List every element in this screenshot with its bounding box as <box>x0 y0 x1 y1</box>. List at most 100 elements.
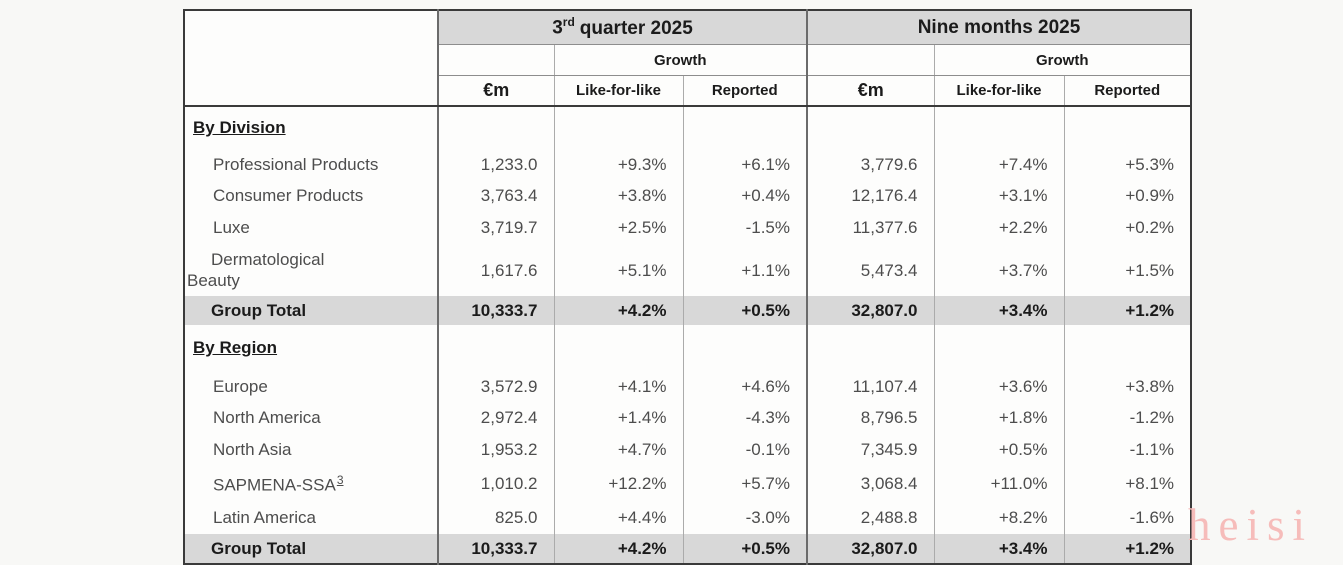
value-cell: -1.6% <box>1063 501 1192 534</box>
row-label: North America <box>213 407 321 427</box>
value-cell: 1,233.0 <box>437 149 554 180</box>
value-cell: +0.2% <box>1063 211 1192 245</box>
value-cell: +12.2% <box>553 467 683 501</box>
value-cell: 3,572.9 <box>437 371 554 402</box>
value-cell: +4.1% <box>553 371 683 402</box>
value-cell: 3,763.4 <box>437 180 554 211</box>
value-cell: 10,333.7 <box>437 534 554 564</box>
table-row-dermatological-beauty: Dermatological Beauty 1,617.6 +5.1% +1.1… <box>184 245 1192 296</box>
value-cell: +8.1% <box>1063 467 1192 501</box>
value-cell: +9.3% <box>553 149 683 180</box>
value-cell: 5,473.4 <box>806 245 934 296</box>
value-cell: +1.2% <box>1063 534 1192 564</box>
value-cell: +0.5% <box>933 433 1064 467</box>
value-cell: +5.3% <box>1063 149 1192 180</box>
value-cell: +1.1% <box>682 245 807 296</box>
value-cell: +2.5% <box>553 211 683 245</box>
value-cell: 1,953.2 <box>437 433 554 467</box>
value-cell: +7.4% <box>933 149 1064 180</box>
division-group-total-row: Group Total 10,333.7 +4.2% +0.5% 32,807.… <box>184 296 1192 325</box>
by-division-label: By Division <box>193 118 286 137</box>
value-cell: +0.5% <box>682 534 807 564</box>
value-cell: 3,779.6 <box>806 149 934 180</box>
value-cell: +3.8% <box>1063 371 1192 402</box>
value-cell: +3.8% <box>553 180 683 211</box>
q3-reported-header: Reported <box>682 75 807 107</box>
nine-months-period-header: Nine months 2025 <box>805 10 1192 45</box>
row-label: North Asia <box>213 440 292 459</box>
nm-em-header: €m <box>806 75 934 107</box>
row-label: Luxe <box>213 218 250 237</box>
q3-title-rest: quarter 2025 <box>579 17 693 39</box>
value-cell: 3,719.7 <box>437 211 554 245</box>
row-label: Europe <box>213 376 268 396</box>
corner-cell <box>184 10 439 107</box>
row-label-line2: Beauty <box>187 271 240 290</box>
value-cell: -1.1% <box>1063 433 1192 467</box>
value-cell: 7,345.9 <box>806 433 934 467</box>
table-row-luxe: Luxe 3,719.7 +2.5% -1.5% 11,377.6 +2.2% … <box>184 211 1192 245</box>
value-cell: -0.1% <box>682 433 807 467</box>
q3-title-num: 3 <box>552 17 563 39</box>
value-cell: +1.2% <box>1063 296 1192 325</box>
value-cell: +1.5% <box>1063 245 1192 296</box>
table-row-europe: Europe 3,572.9 +4.1% +4.6% 11,107.4 +3.6… <box>184 371 1192 402</box>
value-cell: 10,333.7 <box>437 296 554 325</box>
value-cell: +8.2% <box>933 501 1064 534</box>
nm-lfl-header: Like-for-like <box>933 75 1064 107</box>
value-cell: +4.2% <box>553 296 683 325</box>
value-cell: -1.2% <box>1063 402 1192 433</box>
table-row-professional-products: Professional Products 1,233.0 +9.3% +6.1… <box>184 149 1192 180</box>
value-cell: 11,107.4 <box>806 371 934 402</box>
value-cell: +0.9% <box>1063 180 1192 211</box>
value-cell: -4.3% <box>682 402 807 433</box>
q3-lfl-header: Like-for-like <box>553 75 683 107</box>
value-cell: +11.0% <box>933 467 1064 501</box>
value-cell: +4.4% <box>553 501 683 534</box>
by-region-label: By Region <box>193 338 278 357</box>
table-row-latin-america: Latin America 825.0 +4.4% -3.0% 2,488.8 … <box>184 501 1192 534</box>
value-cell: +5.7% <box>682 467 807 501</box>
value-cell: -3.0% <box>682 501 807 534</box>
group-total-label: Group Total <box>184 296 438 325</box>
value-cell: +0.4% <box>682 180 807 211</box>
table-row-sapmena-ssa: SAPMENA-SSA3 1,010.2 +12.2% +5.7% 3,068.… <box>184 467 1192 501</box>
value-cell: +3.4% <box>933 296 1064 325</box>
table-row-north-asia: North Asia 1,953.2 +4.7% -0.1% 7,345.9 +… <box>184 433 1192 467</box>
value-cell: 1,617.6 <box>437 245 554 296</box>
q3-em-spacer-cell <box>437 44 554 76</box>
row-label: Professional Products <box>213 154 379 174</box>
row-label: SAPMENA-SSA3 <box>213 472 344 495</box>
by-division-section-row: By Division <box>184 106 1192 149</box>
row-label-line1: Dermatological <box>211 250 325 269</box>
q3-em-header: €m <box>437 75 554 107</box>
value-cell: +1.8% <box>933 402 1064 433</box>
nm-reported-header: Reported <box>1063 75 1192 107</box>
group-total-label: Group Total <box>184 534 438 564</box>
value-cell: +3.6% <box>933 371 1064 402</box>
value-cell: +4.7% <box>553 433 683 467</box>
value-cell: +5.1% <box>553 245 683 296</box>
value-cell: +3.4% <box>933 534 1064 564</box>
q3-title-ordinal: rd <box>562 15 575 30</box>
value-cell: 825.0 <box>437 501 554 534</box>
row-label: Consumer Products <box>213 185 364 205</box>
row-label: Latin America <box>213 507 316 527</box>
value-cell: 3,068.4 <box>806 467 934 501</box>
value-cell: 11,377.6 <box>806 211 934 245</box>
nm-em-spacer-cell <box>806 44 934 76</box>
by-region-section-row: By Region <box>184 325 1192 371</box>
value-cell: -1.5% <box>682 211 807 245</box>
value-cell: 12,176.4 <box>806 180 934 211</box>
results-table-container: 3rd quarter 2025 Nine months 2025 Growth … <box>183 9 1193 565</box>
period-header-row: 3rd quarter 2025 Nine months 2025 <box>184 10 1192 107</box>
growth-header-row: Growth Growth <box>184 44 1192 76</box>
region-group-total-row: Group Total 10,333.7 +4.2% +0.5% 32,807.… <box>184 534 1192 564</box>
value-cell: +0.5% <box>682 296 807 325</box>
value-cell: 32,807.0 <box>806 534 934 564</box>
value-cell: +2.2% <box>933 211 1064 245</box>
table-row-north-america: North America 2,972.4 +1.4% -4.3% 8,796.… <box>184 402 1192 433</box>
results-table: 3rd quarter 2025 Nine months 2025 Growth … <box>183 9 1193 565</box>
q3-growth-header: Growth <box>553 44 807 76</box>
value-cell: +4.2% <box>553 534 683 564</box>
